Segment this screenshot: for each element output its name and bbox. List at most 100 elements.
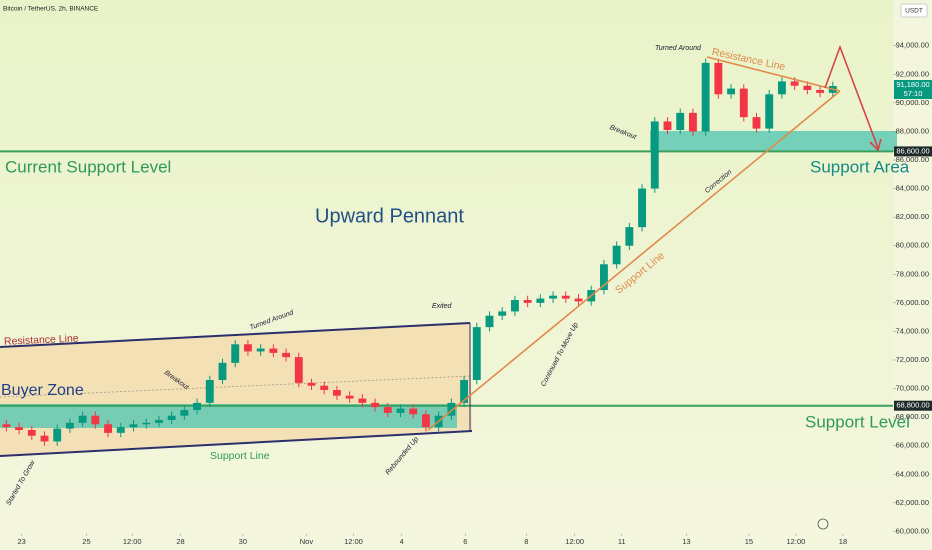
level-tag (894, 146, 932, 157)
candle-body (320, 385, 329, 390)
candle-body (790, 81, 799, 86)
level-label: 86,600.00 (896, 146, 929, 155)
annotation: Buyer Zone (1, 382, 84, 399)
candle-body (116, 427, 125, 433)
annotation: Support Line (210, 450, 270, 462)
projection-arrow (824, 44, 879, 149)
x-tick-label: 13 (682, 537, 690, 546)
candle-body (739, 88, 748, 118)
y-tick-label: 64,000.00 (896, 469, 929, 478)
y-tick-label: 84,000.00 (896, 184, 929, 193)
annotation: Upward Pennant (315, 205, 464, 227)
candle-body (282, 352, 291, 358)
countdown: 57:10 (904, 89, 923, 98)
y-tick-label: 76,000.00 (896, 298, 929, 307)
candle-body (549, 295, 558, 299)
icon[interactable] (817, 518, 829, 530)
x-tick-label: 28 (176, 537, 184, 546)
annotation: Support Level (805, 412, 910, 431)
annotation: Resistance Line (4, 333, 79, 348)
y-tick-label: 80,000.00 (896, 241, 929, 250)
candle-body (358, 398, 367, 403)
currency[interactable]: USDT (905, 8, 923, 15)
candle-body (167, 415, 176, 420)
candle-body (688, 112, 697, 132)
y-tick-label: 70,000.00 (896, 384, 929, 393)
y-tick-label: 62,000.00 (896, 498, 929, 507)
candle-body (27, 430, 36, 436)
candle-body (421, 414, 430, 428)
candle-body (638, 188, 647, 228)
channel-upper (0, 322, 471, 348)
chart-title: Bitcoin / TetherUS, 2h, BINANCE (3, 6, 99, 13)
annotation: Current Support Level (5, 157, 171, 176)
candle-body (332, 390, 341, 396)
candle-body (383, 407, 392, 413)
y-tick-label: 82,000.00 (896, 212, 929, 221)
candle-body (485, 315, 494, 328)
level-tag (894, 400, 932, 411)
candle-body (256, 348, 265, 352)
x-tick-label: 23 (17, 537, 25, 546)
x-tick-label: 11 (618, 537, 626, 546)
candle-body (371, 402, 380, 408)
candle-body (15, 427, 24, 430)
candle-body (2, 424, 11, 428)
price-label: 91,180.00 (896, 80, 929, 89)
candle-body (269, 348, 278, 353)
candle-body (460, 380, 469, 403)
level-label: 68,800.00 (896, 401, 929, 410)
candle-body (142, 422, 151, 425)
x-tick-label: 4 (400, 537, 404, 546)
channel-lower (0, 430, 473, 457)
arrow-head (869, 138, 882, 152)
annotation: Exited (432, 303, 453, 310)
candle-body (498, 311, 507, 316)
candles (2, 58, 837, 446)
y-tick-label: 60,000.00 (896, 526, 929, 535)
candle-body (447, 402, 456, 416)
candle-body (752, 117, 761, 129)
currency-box[interactable] (900, 3, 928, 18)
candle-body (714, 62, 723, 95)
y-tick-label: 94,000.00 (896, 41, 929, 50)
annotation: Support Area (810, 157, 910, 176)
x-tick-label: 15 (745, 537, 753, 546)
y-tick-label: 88,000.00 (896, 126, 929, 135)
channel-midline (0, 375, 471, 398)
plot-background (0, 0, 893, 550)
x-tick-label: 12:00 (787, 537, 806, 546)
x-tick-label: 12:00 (344, 537, 363, 546)
candle-body (510, 300, 519, 312)
x-tick-label: Nov (300, 537, 314, 546)
candle-body (803, 85, 812, 90)
candle-body (78, 415, 87, 423)
candle-body (65, 422, 74, 429)
candle-body (307, 382, 316, 386)
y-tick-label: 78,000.00 (896, 269, 929, 278)
x-tick-label: 12:00 (123, 537, 142, 546)
pennant-support (427, 90, 841, 431)
candle-body (472, 327, 481, 380)
candle-body (816, 90, 825, 93)
y-tick-label: 90,000.00 (896, 98, 929, 107)
x-tick-label: 12:00 (565, 537, 584, 546)
candle-body (180, 410, 189, 416)
price-tag (894, 80, 932, 99)
candle-body (650, 121, 659, 189)
candle-body (701, 62, 710, 132)
x-tick-label: 30 (239, 537, 247, 546)
y-tick-label: 74,000.00 (896, 326, 929, 335)
candle-body (129, 424, 138, 428)
candle-body (231, 344, 240, 363)
candle-body (536, 298, 545, 303)
candle-body (765, 94, 774, 129)
candle-body (396, 408, 405, 413)
candle-body (218, 362, 227, 380)
pennant-resistance (706, 56, 841, 92)
x-tick-label: 18 (839, 537, 847, 546)
candle-body (625, 227, 634, 246)
annotation: Turned Around (655, 45, 702, 52)
candle-body (53, 428, 62, 442)
